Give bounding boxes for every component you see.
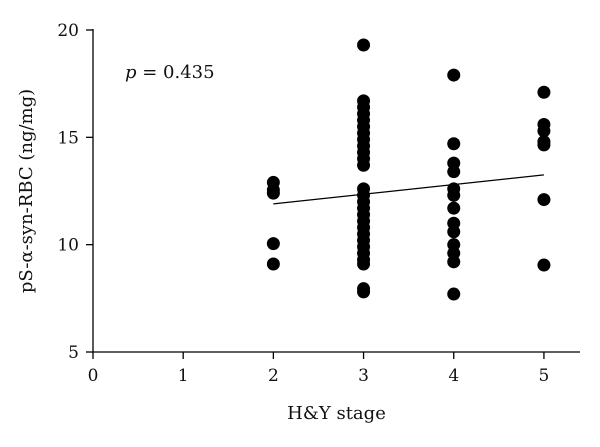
x-tick-label-5: 5	[539, 366, 550, 386]
x-tick-label-1: 1	[178, 366, 189, 386]
x-tick-label-2: 2	[268, 366, 279, 386]
p-value-italic: p	[125, 62, 137, 83]
data-point-51	[537, 258, 551, 272]
y-tick-label-15: 15	[57, 128, 79, 148]
trend-line	[273, 174, 544, 205]
x-axis-title: H&Y stage	[287, 403, 386, 424]
ticks: 0 1 2 3 4 5 5 10 15 20	[57, 21, 549, 386]
data-points	[266, 38, 551, 301]
data-point-3	[266, 237, 280, 251]
data-point-44	[447, 287, 461, 301]
data-point-35	[447, 165, 461, 179]
data-point-33	[447, 137, 461, 151]
data-point-2	[266, 186, 280, 200]
data-point-5	[357, 38, 371, 52]
data-point-31	[357, 285, 371, 299]
data-point-32	[447, 68, 461, 82]
y-tick-label-20: 20	[57, 21, 79, 41]
y-tick-label-5: 5	[68, 343, 79, 363]
data-point-49	[537, 138, 551, 152]
p-value-annotation: p = 0.435	[125, 62, 215, 83]
y-axis-title: pS-α-syn-RBC (ng/mg)	[16, 89, 37, 293]
y-tick-label-10: 10	[57, 236, 79, 256]
data-point-29	[357, 257, 371, 271]
x-tick-label-3: 3	[358, 366, 369, 386]
data-point-37	[447, 188, 461, 202]
x-tick-label-4: 4	[448, 366, 459, 386]
x-tick-label-0: 0	[88, 366, 99, 386]
data-point-43	[447, 255, 461, 269]
data-point-38	[447, 201, 461, 215]
p-value-rest: = 0.435	[137, 62, 215, 83]
data-point-45	[537, 85, 551, 99]
axes	[92, 29, 580, 353]
data-point-50	[537, 193, 551, 207]
data-point-16	[357, 158, 371, 172]
data-point-4	[266, 257, 280, 271]
data-point-40	[447, 225, 461, 239]
data-point-47	[537, 124, 551, 138]
